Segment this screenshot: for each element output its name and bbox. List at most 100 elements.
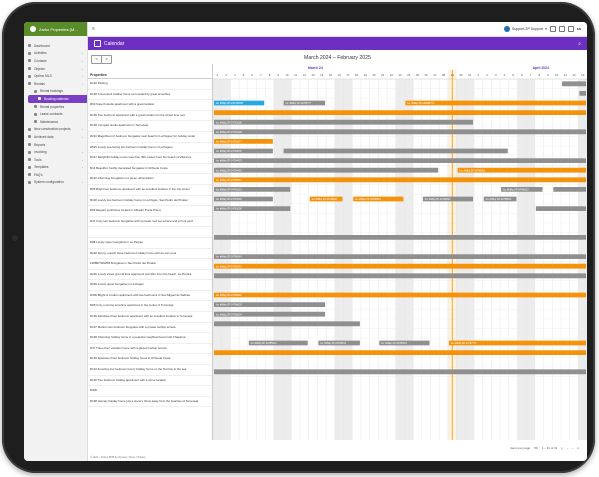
property-row-label[interactable]: R139 Charming holiday home in a peaceful… xyxy=(88,333,212,344)
booking-bar[interactable] xyxy=(214,350,586,355)
sidebar-item-contacts[interactable]: Contacts › xyxy=(24,57,87,65)
booking-bar[interactable] xyxy=(214,196,273,202)
booking-bar[interactable] xyxy=(283,100,326,106)
booking-bar[interactable] xyxy=(214,369,586,375)
booking-bar[interactable] xyxy=(422,196,473,202)
booking-bar[interactable] xyxy=(214,119,473,125)
property-row-label[interactable]: R83 Elegant penthouse located in Mirador… xyxy=(88,206,212,217)
booking-bar[interactable] xyxy=(214,110,586,115)
booking-bar[interactable] xyxy=(214,139,273,144)
sidebar-item-optimo-mls[interactable]: Optimo MLS › xyxy=(24,72,87,80)
booking-bar[interactable] xyxy=(353,196,404,202)
property-row-label[interactable]: R139 Spacious three bedroom holiday home… xyxy=(88,354,212,366)
property-row-label[interactable]: R137 Modern two bedroom bungalow with a … xyxy=(88,323,212,334)
rows-per-page-select[interactable]: 50 xyxy=(534,446,538,450)
booking-bar[interactable] xyxy=(214,321,360,327)
sidebar-item-faq-s[interactable]: FAQ's xyxy=(24,171,87,179)
booking-bar[interactable] xyxy=(553,187,586,192)
booking-bar[interactable] xyxy=(483,196,517,202)
last-page-icon[interactable]: ›| xyxy=(577,446,579,450)
sidebar-item-tools[interactable]: Tools › xyxy=(24,156,87,164)
property-row-label[interactable]: R210 Charming bungalow in a green urbani… xyxy=(88,174,212,185)
booking-bar[interactable] xyxy=(214,235,586,240)
property-row-label[interactable]: R236 Lovely 2-bed ground floor apartment… xyxy=(88,270,212,281)
property-row-label[interactable]: R47 Three floor vacation home with a gla… xyxy=(88,344,212,355)
property-row-label[interactable]: R14 Beautiful, freshly decorated bungalo… xyxy=(88,164,212,175)
property-row-label[interactable]: R96 Bright two bedroom apartment with an… xyxy=(88,185,212,196)
booking-bar[interactable] xyxy=(562,81,586,87)
property-row-label[interactable]: R232 Sunny, superb three bedroom holiday… xyxy=(88,249,212,260)
booking-bar[interactable] xyxy=(318,340,360,346)
bell-icon[interactable] xyxy=(558,26,565,32)
booking-bar[interactable] xyxy=(214,302,326,307)
booking-bar[interactable] xyxy=(214,158,586,163)
booking-bar[interactable] xyxy=(405,100,586,106)
sidebar-item-lease-contracts[interactable]: Lease contracts xyxy=(24,110,87,118)
property-row-label[interactable]: R138 Homely holiday home just a stone's … xyxy=(88,397,212,408)
sidebar-item-new-construction-projects[interactable]: New construction projects › xyxy=(24,126,87,134)
booking-bar[interactable] xyxy=(214,254,586,259)
booking-bar[interactable] xyxy=(535,206,586,211)
support-selector[interactable]: Support-ZP Support ▾ xyxy=(503,26,547,32)
sidebar-item-reports[interactable]: Reports xyxy=(24,141,87,149)
booking-bar[interactable] xyxy=(214,311,326,317)
booking-bar[interactable] xyxy=(579,91,586,96)
booking-bar[interactable] xyxy=(379,340,430,346)
booking-bar[interactable] xyxy=(448,340,586,346)
property-row-label[interactable]: R60 Superb studio apartment with a great… xyxy=(88,100,212,111)
booking-bar[interactable] xyxy=(214,100,265,106)
property-row-label[interactable]: R88 Lovely upper bungalow in La Paguer xyxy=(88,238,212,249)
user-icon[interactable] xyxy=(567,26,574,32)
property-row-label[interactable]: R525 Lovely sea facing two bedroom holid… xyxy=(88,143,212,154)
property-row-label[interactable]: R41 Cozy two bedroom bungalow with a pri… xyxy=(88,217,212,228)
sidebar-item-archived-data[interactable]: Archived data › xyxy=(24,133,87,141)
property-row-label[interactable]: R68 Cozy morning sunshine apartment in t… xyxy=(88,301,212,313)
sidebar-item-templates[interactable]: Templates › xyxy=(24,164,87,172)
property-row-label[interactable]: R132 Two bedroom holiday apartment with … xyxy=(88,376,212,387)
sidebar-item-maintenance[interactable]: Maintenance xyxy=(24,118,87,126)
sidebar-item-objects[interactable]: Objects › xyxy=(24,65,87,73)
sidebar-item-rentals[interactable]: Rentals › xyxy=(24,80,87,88)
mail-icon[interactable] xyxy=(549,26,556,32)
sidebar-item-rental-bookings[interactable]: Rental bookings xyxy=(24,88,87,96)
booking-bar[interactable] xyxy=(214,177,586,183)
booking-bar[interactable] xyxy=(214,129,586,135)
property-row-label[interactable]: R100 Lovely two bedroom holiday home in … xyxy=(88,196,212,207)
menu-toggle-icon[interactable]: ≡ xyxy=(92,26,95,32)
timeline-grid[interactable]: March 24 April 2024 2 3 4 5 6 7 8 9 10 11 12 13 14 15 16… xyxy=(213,64,587,440)
property-row-label[interactable]: R140 Parking xyxy=(88,79,212,90)
booking-bar[interactable] xyxy=(457,167,586,173)
sidebar-item-invoicing[interactable]: Invoicing › xyxy=(24,148,87,156)
search-icon[interactable]: ⌕ xyxy=(578,40,581,47)
sidebar-item-dashboard[interactable]: Dashboard xyxy=(24,42,87,50)
property-row-label[interactable]: R306 Bright & modern apartment with two … xyxy=(88,291,212,302)
booking-bar[interactable] xyxy=(283,148,508,154)
first-page-icon[interactable]: |‹ xyxy=(561,446,564,450)
booking-bar[interactable] xyxy=(214,148,273,154)
language-selector[interactable]: EN xyxy=(576,27,581,31)
booking-bar[interactable] xyxy=(501,187,543,192)
property-row-label[interactable]: R135 Fabulous three bedroom apartment wi… xyxy=(88,312,212,323)
booking-bar[interactable] xyxy=(214,167,439,173)
next-button[interactable]: > xyxy=(101,55,112,64)
booking-bar[interactable] xyxy=(214,187,291,192)
property-row-label[interactable]: R217 Delightful holiday home less than 3… xyxy=(88,153,212,164)
property-row-label[interactable]: R131 Amazing four bedroom luxury holiday… xyxy=(88,365,212,376)
prev-page-icon[interactable]: ‹ xyxy=(567,446,569,450)
property-row-label[interactable]: R128 Convenient holiday home surrounded … xyxy=(88,90,212,101)
property-row-label[interactable]: R239 Lovely upper bungalow in La Pagan xyxy=(88,280,212,291)
sidebar-item-booking-calendar[interactable]: Booking calendar xyxy=(28,95,87,103)
booking-bar[interactable] xyxy=(309,196,343,202)
booking-bar[interactable] xyxy=(214,206,291,211)
property-row-label[interactable]: R136 Two bedroom apartment with a great … xyxy=(88,111,212,122)
property-row-label[interactable]: R210 Magnificent 2 bedroom bungalow near… xyxy=(88,132,212,143)
brand-header[interactable]: Zarko Properties (M... xyxy=(24,22,87,36)
sidebar-item-activities[interactable]: Activities › xyxy=(24,50,87,58)
property-row-label[interactable]: R139 Compact studio apartment in Torrevi… xyxy=(88,121,212,132)
booking-bar[interactable] xyxy=(214,263,586,269)
next-page-icon[interactable]: › xyxy=(572,446,574,450)
booking-bar[interactable] xyxy=(214,273,586,279)
property-row-label[interactable]: 199887/WG865 Bungalow in San Pedro del P… xyxy=(88,259,212,270)
property-row-label[interactable] xyxy=(88,227,212,238)
booking-bar[interactable] xyxy=(248,340,308,346)
